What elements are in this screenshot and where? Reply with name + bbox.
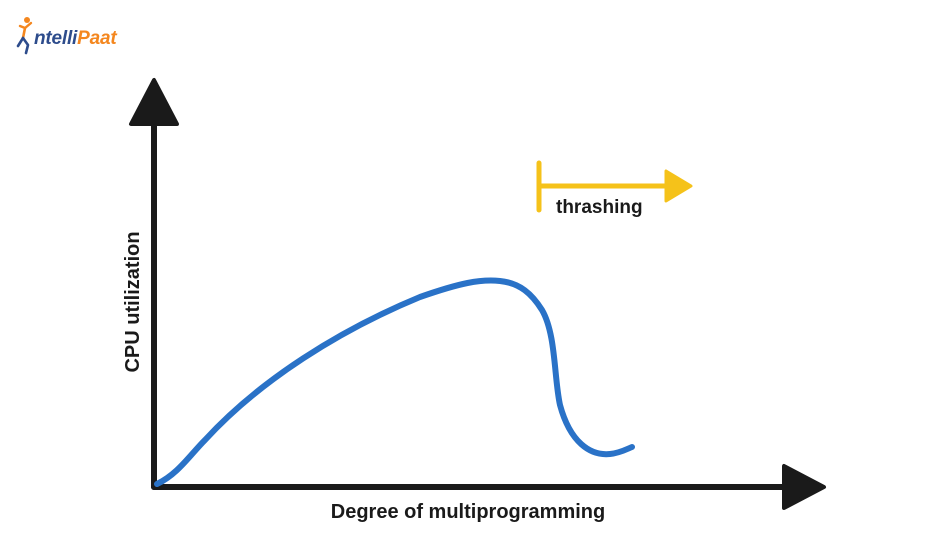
logo-word-intelli: ntelli: [34, 28, 78, 49]
utilization-curve: [154, 277, 635, 487]
logo-wordmark: ntelliPaat: [34, 28, 117, 50]
y-axis-arrowhead: [129, 78, 179, 126]
x-axis-label: Degree of multiprogramming: [331, 501, 605, 523]
thrashing-arrowhead: [664, 169, 693, 203]
person-jumping-logo-icon: [16, 17, 33, 55]
logo-word-paat: Paat: [77, 28, 117, 49]
thrashing-label: thrashing: [556, 197, 643, 218]
x-axis-arrowhead: [782, 464, 826, 510]
y-axis-label: CPU utilization: [122, 231, 144, 372]
intellipaat-logo: ntelliPaat: [14, 14, 117, 58]
